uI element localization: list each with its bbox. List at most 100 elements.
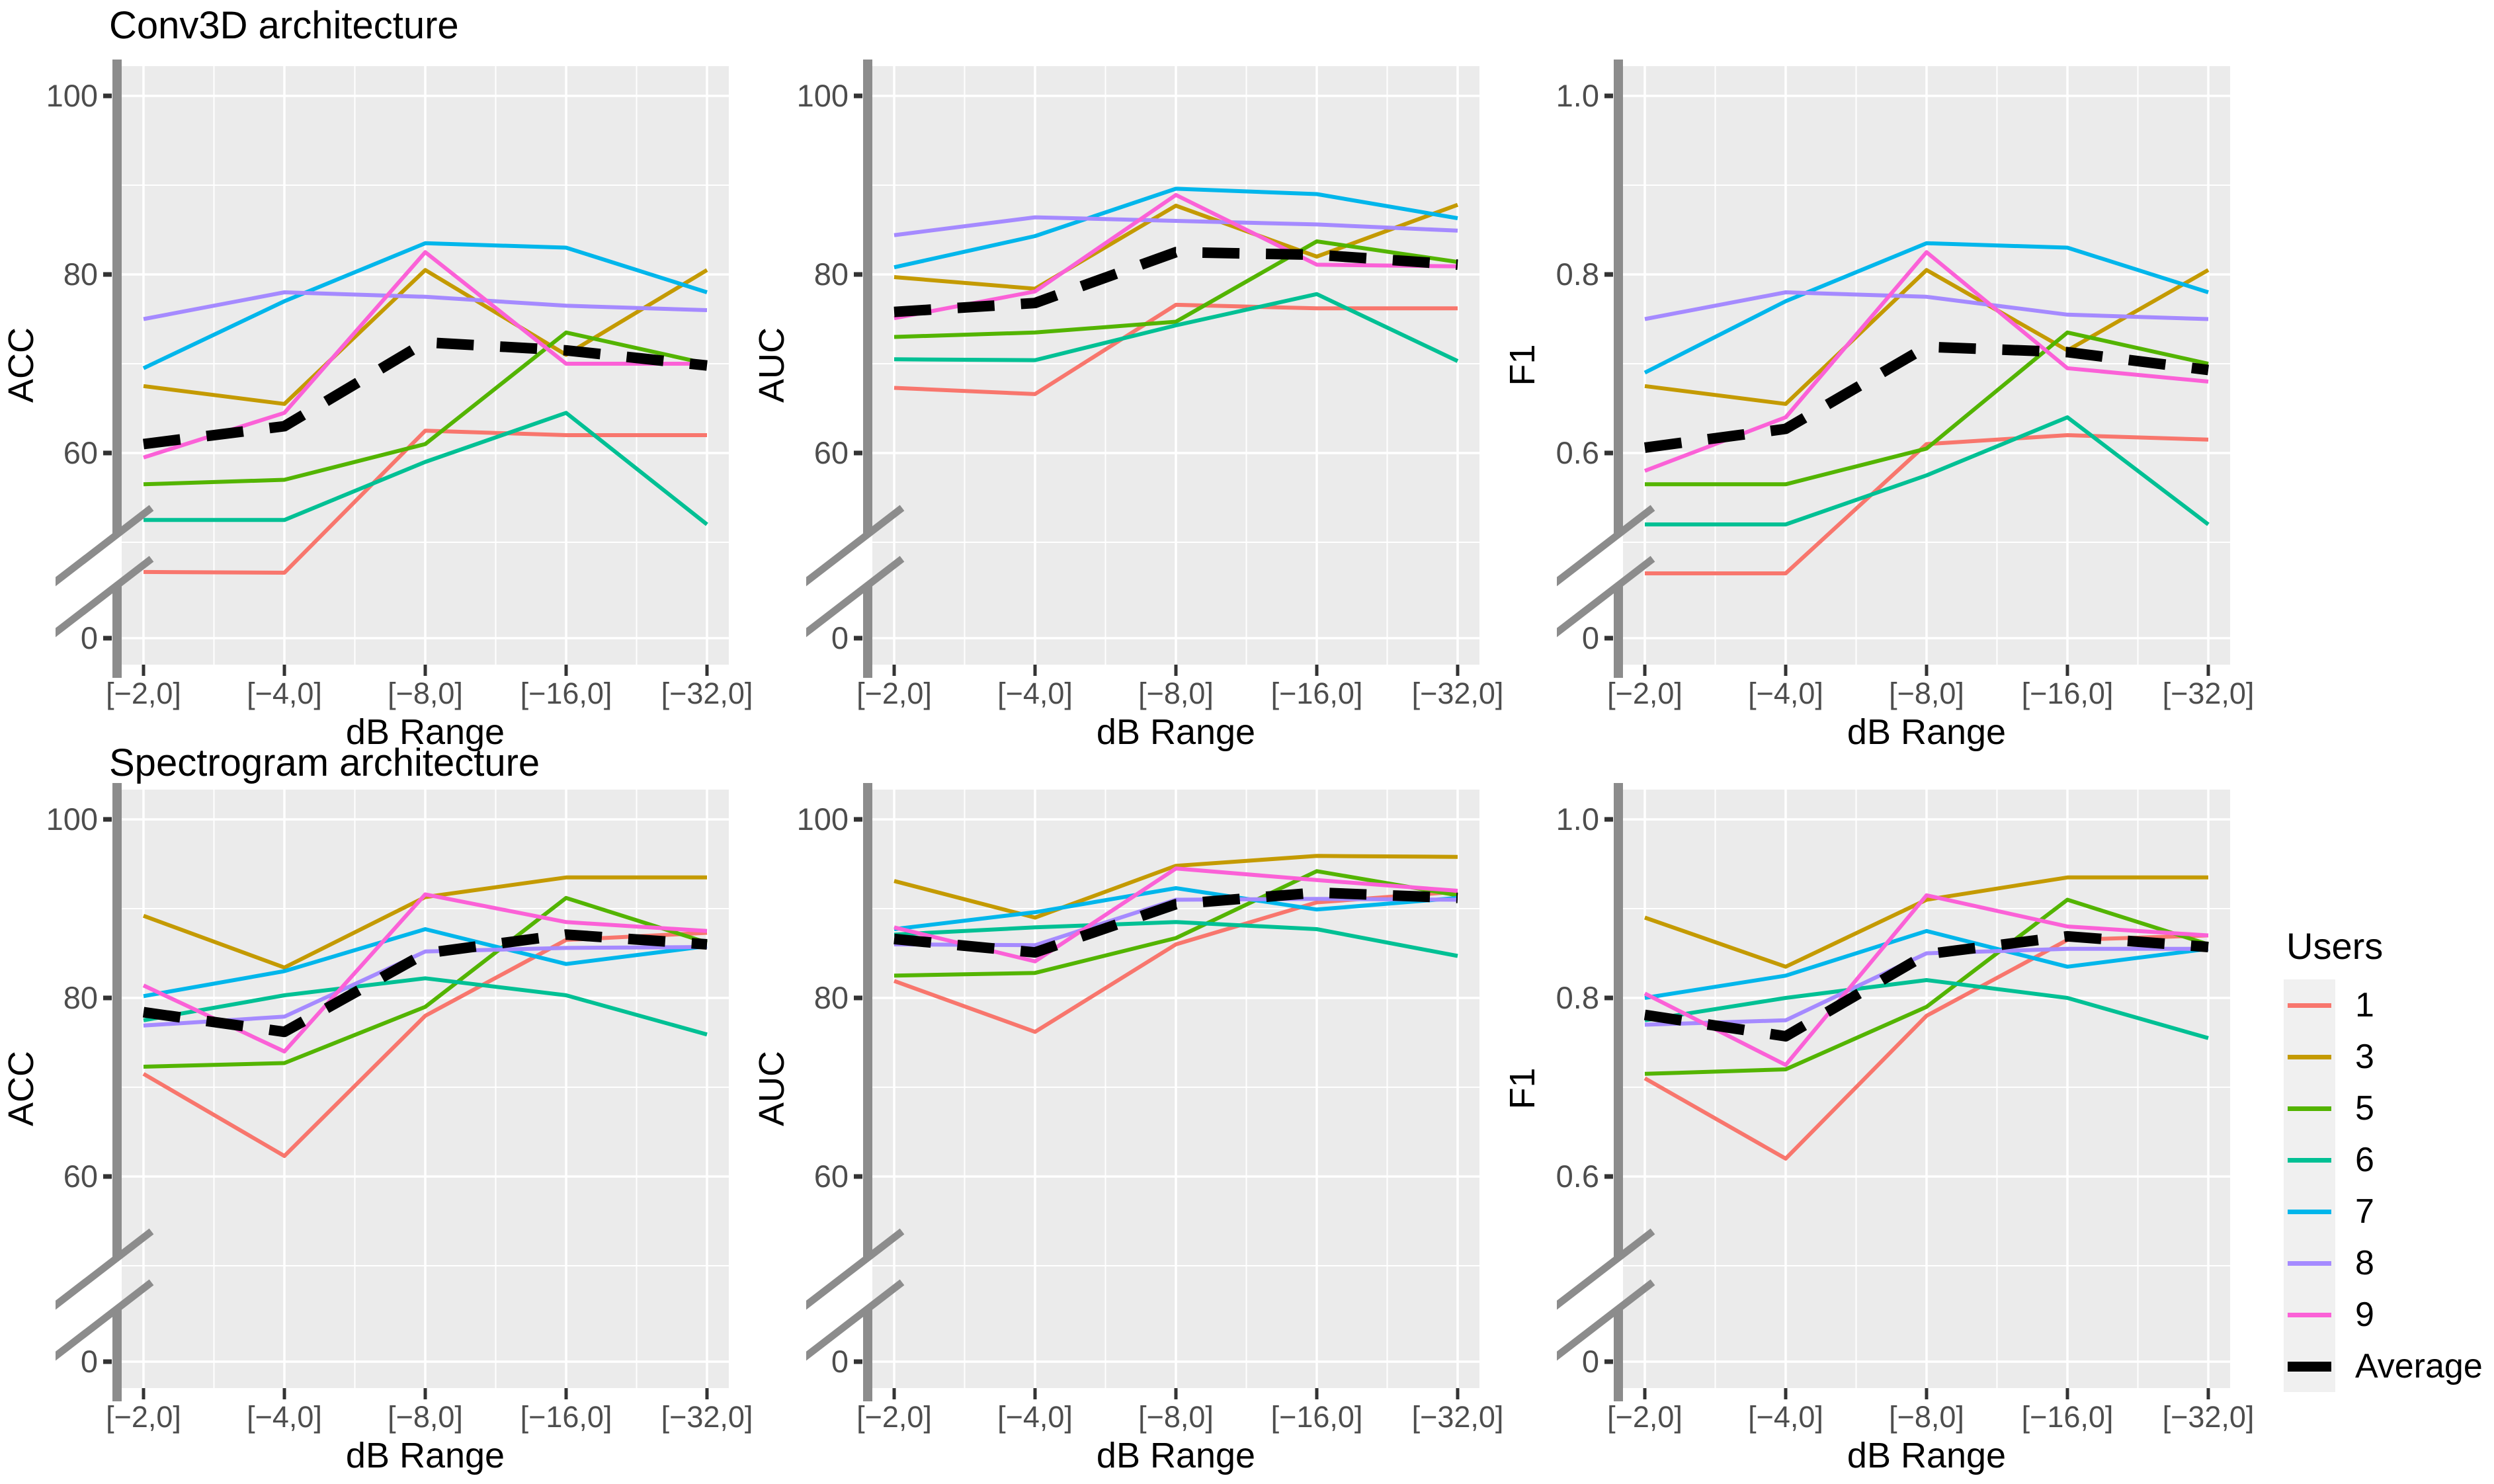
legend-label-3: 3 (2355, 1038, 2374, 1076)
legend-key-9 (2284, 1289, 2335, 1340)
y-tick-label-conv3d-auc-60: 60 (813, 435, 849, 470)
x-tick-mark (1925, 665, 1929, 676)
series-line-spectrogram-acc-user-average (142, 929, 708, 1038)
series-line-conv3d-auc-user-8 (894, 215, 1458, 237)
legend-item-1: 1 (2284, 979, 2483, 1031)
axis-break-slash-upper (1557, 1228, 1655, 1310)
x-tick-label-conv3d-auc-4: [−32,0] (1411, 677, 1504, 710)
axis-break-slash-lower (56, 1279, 154, 1361)
legend-label-6: 6 (2355, 1141, 2374, 1179)
legend-key-7 (2284, 1186, 2335, 1237)
x-tick-mark (1033, 665, 1037, 676)
series-line-spectrogram-f1-user-6 (1644, 978, 2209, 1040)
x-tick-label-conv3d-acc-4: [−32,0] (661, 677, 753, 710)
x-tick-mark (2206, 1388, 2210, 1399)
y-tick-label-spectrogram-f1-0.6: 0.6 (1556, 1159, 1599, 1194)
axis-break-slash-lower (806, 556, 905, 638)
y-tick-label-spectrogram-acc-80: 80 (63, 980, 98, 1015)
x-tick-label-spectrogram-acc-0: [−2,0] (106, 1400, 181, 1434)
x-tick-label-spectrogram-f1-0: [−2,0] (1607, 1400, 1683, 1434)
x-tick-mark (282, 665, 286, 676)
series-line-spectrogram-f1-user-9 (1643, 893, 2209, 1067)
series-line-spectrogram-acc-user-5 (143, 895, 708, 1069)
series-line-conv3d-auc-user-7 (894, 186, 1458, 270)
series-line-conv3d-auc-user-9 (894, 192, 1458, 321)
axis-break-gap (1614, 530, 1623, 589)
legend-item-9: 9 (2284, 1289, 2483, 1340)
legend-swatch-5-line (2288, 1106, 2331, 1111)
legend-item-6: 6 (2284, 1134, 2483, 1186)
series-line-spectrogram-auc-user-7 (894, 886, 1458, 931)
series-line-conv3d-f1-user-1 (1645, 433, 2209, 575)
x-tick-label-conv3d-f1-4: [−32,0] (2162, 677, 2255, 710)
y-tick-label-conv3d-auc-80: 80 (813, 257, 849, 292)
panel-conv3d-auc (806, 60, 1479, 678)
legend-key-8 (2284, 1237, 2335, 1289)
series-line-conv3d-auc-user-3 (894, 202, 1459, 291)
x-axis-title-conv3d-acc: dB Range (345, 712, 505, 752)
x-tick-label-spectrogram-acc-4: [−32,0] (661, 1400, 753, 1434)
legend-key-6 (2284, 1134, 2335, 1186)
legend-key-5 (2284, 1083, 2335, 1134)
x-tick-label-spectrogram-auc-0: [−2,0] (856, 1400, 932, 1434)
legend-swatch-8-line (2288, 1260, 2331, 1266)
axis-break-slash-lower (806, 1279, 905, 1361)
y-tick-label-spectrogram-acc-60: 60 (63, 1159, 98, 1194)
x-tick-label-conv3d-acc-2: [−8,0] (388, 677, 463, 710)
x-tick-label-spectrogram-auc-3: [−16,0] (1270, 1400, 1363, 1434)
x-tick-mark (564, 665, 568, 676)
y-tick-label-spectrogram-auc-60: 60 (813, 1159, 849, 1194)
series-line-spectrogram-auc-user-6 (894, 920, 1458, 958)
axis-break-slash-lower (1557, 1279, 1655, 1361)
x-tick-mark (705, 1388, 709, 1399)
x-tick-mark (1174, 665, 1178, 676)
x-axis-title-conv3d-f1: dB Range (1847, 712, 2007, 752)
x-tick-mark (2065, 665, 2069, 676)
x-tick-mark (423, 665, 427, 676)
x-tick-label-spectrogram-acc-3: [−16,0] (520, 1400, 612, 1434)
series-line-conv3d-auc-user-6 (894, 292, 1459, 363)
series-line-spectrogram-auc-user-3 (894, 854, 1458, 920)
x-tick-mark (1315, 665, 1319, 676)
legend-label-8: 8 (2355, 1244, 2374, 1282)
x-tick-label-spectrogram-acc-1: [−4,0] (247, 1400, 322, 1434)
panel-spectrogram-acc (56, 783, 729, 1401)
series-line-conv3d-f1-user-7 (1643, 241, 2209, 375)
legend-label-7: 7 (2355, 1192, 2374, 1231)
y-tick-label-conv3d-acc-60: 60 (63, 435, 98, 470)
y-axis-bar-conv3d-auc (863, 60, 872, 678)
series-line-spectrogram-f1-user-5 (1644, 897, 2209, 1076)
y-tick-label-spectrogram-f1-0: 0 (1581, 1344, 1599, 1379)
x-tick-label-conv3d-acc-0: [−2,0] (106, 677, 181, 710)
legend-item-7: 7 (2284, 1186, 2483, 1237)
panel-spectrogram-auc (806, 783, 1479, 1401)
series-line-conv3d-f1-user-5 (1645, 330, 2209, 487)
series-line-conv3d-auc-user-5 (894, 239, 1458, 339)
axis-break-slash-upper (1557, 505, 1655, 587)
y-axis-bar-conv3d-acc (112, 60, 122, 678)
y-tick-label-spectrogram-auc-0: 0 (831, 1344, 849, 1379)
axis-break-gap (863, 1254, 872, 1313)
x-tick-mark (1456, 1388, 1460, 1399)
x-tick-label-conv3d-f1-2: [−8,0] (1889, 677, 1964, 710)
x-tick-label-spectrogram-f1-2: [−8,0] (1889, 1400, 1964, 1434)
series-line-conv3d-f1-user-3 (1644, 268, 2210, 406)
x-tick-mark (1456, 665, 1460, 676)
series-line-conv3d-acc-user-3 (143, 268, 708, 406)
series-line-spectrogram-acc-user-7 (143, 927, 708, 999)
legend-item-3: 3 (2284, 1031, 2483, 1083)
x-tick-mark (705, 665, 709, 676)
y-axis-bar-spectrogram-f1 (1614, 783, 1623, 1401)
x-tick-mark (282, 1388, 286, 1399)
x-tick-label-conv3d-f1-3: [−16,0] (2021, 677, 2114, 710)
x-tick-label-conv3d-auc-3: [−16,0] (1270, 677, 1363, 710)
x-tick-mark (423, 1388, 427, 1399)
x-tick-mark (892, 665, 896, 676)
legend-label-9: 9 (2355, 1296, 2374, 1334)
y-tick-label-conv3d-auc-100: 100 (796, 78, 849, 113)
legend-label-5: 5 (2355, 1089, 2374, 1128)
y-axis-bar-conv3d-f1 (1614, 60, 1623, 678)
series-line-conv3d-f1-user-6 (1645, 415, 2210, 526)
series-line-conv3d-auc-user-average (894, 247, 1458, 317)
x-tick-label-conv3d-acc-1: [−4,0] (247, 677, 322, 710)
